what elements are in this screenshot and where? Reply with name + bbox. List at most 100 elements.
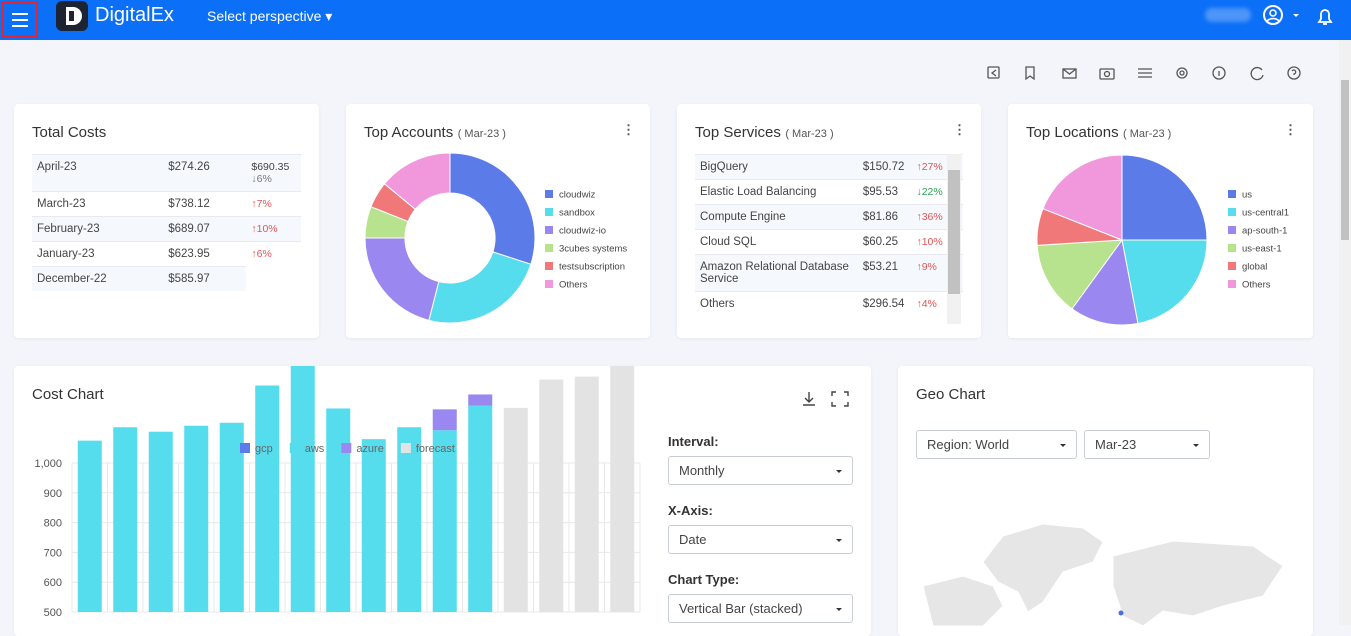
logo	[56, 1, 88, 31]
camera-icon[interactable]	[1099, 68, 1115, 80]
more-menu[interactable]: ⋮	[1284, 122, 1297, 137]
cell-text: Compute Engine	[700, 211, 786, 223]
legend-label: Others	[1242, 280, 1271, 291]
control-value: Monthly	[679, 463, 725, 478]
cell-text: ↑6%	[251, 248, 272, 260]
bar	[255, 385, 280, 612]
control-select[interactable]: Monthly	[668, 456, 853, 485]
cell-text: $60.25	[862, 236, 899, 248]
top-bar: DigitalEx Select perspective ▾	[0, 0, 1351, 40]
top-accounts-card: Top Accounts ( Mar-23 ) ⋮ cloudwiz sandbo…	[346, 104, 650, 338]
pie-slice	[1121, 239, 1208, 325]
table-cell: March-23	[32, 191, 164, 217]
chart-actions	[803, 391, 849, 407]
accounts-chart: cloudwiz sandbox cloudwiz-io 3cubes systems…	[364, 152, 627, 324]
control-select[interactable]: Date	[668, 525, 853, 554]
bell-icon[interactable]	[1317, 9, 1333, 25]
card-title: Top Locations	[1026, 124, 1119, 141]
table-cell: Compute Engine	[695, 204, 858, 230]
card-header: Top Accounts ( Mar-23 )	[364, 124, 506, 142]
table-cell: April-23	[32, 154, 164, 192]
table-cell: $150.72	[857, 154, 912, 180]
bar	[361, 439, 386, 612]
info-icon[interactable]	[1212, 66, 1226, 80]
month-value: Mar-23	[1095, 437, 1137, 452]
pie-slice	[1071, 238, 1139, 326]
table-cell: Others	[695, 291, 858, 316]
help-icon[interactable]	[1287, 66, 1301, 80]
legend-swatch	[545, 226, 553, 234]
top-services-table: BigQuery $150.72 ↑27% Elastic Load Balancin…	[695, 154, 963, 316]
menu-button[interactable]	[2, 2, 38, 38]
cell-text: ↑4%	[916, 298, 937, 310]
bar	[113, 427, 138, 612]
bar	[77, 440, 102, 612]
cell-text: ↑10%	[251, 223, 278, 235]
cell-text: ↑9%	[916, 261, 937, 273]
bar	[432, 430, 457, 612]
bar	[574, 376, 599, 612]
filter-icon[interactable]	[1138, 68, 1152, 78]
legend-swatch	[1228, 244, 1236, 252]
region-select[interactable]: Region: World	[916, 430, 1077, 459]
fullscreen-icon[interactable]	[831, 391, 849, 407]
share-icon[interactable]	[987, 66, 1000, 79]
cell-text: ↓22%	[916, 186, 943, 198]
bar	[468, 394, 493, 406]
legend-label: forecast	[416, 443, 455, 455]
cell-text: $53.21	[862, 261, 899, 273]
table-cell: BigQuery	[695, 154, 858, 180]
cell-text: $274.26	[168, 161, 210, 173]
cell-text: Others	[700, 298, 735, 310]
cell-text: $585.97	[168, 273, 210, 285]
legend-label: us-central1	[1242, 208, 1289, 219]
y-tick-label: 900	[44, 488, 62, 500]
table-cell: $690.35 ↓6%	[246, 154, 301, 192]
bar	[432, 409, 457, 431]
user-icon[interactable]	[1263, 5, 1283, 25]
pie-slice	[449, 152, 536, 265]
cell-text: April-23	[37, 161, 77, 173]
card-title: Total Costs	[32, 124, 107, 141]
legend-swatch	[545, 262, 553, 270]
scroll-thumb[interactable]	[948, 170, 960, 294]
card-title: Cost Chart	[32, 386, 104, 403]
legend-label: ap-south-1	[1242, 226, 1287, 237]
table-cell: ↑10%	[246, 216, 301, 242]
control-select[interactable]: Vertical Bar (stacked)	[668, 594, 853, 623]
bar	[468, 405, 493, 612]
table-cell: $53.21	[857, 254, 912, 292]
more-menu[interactable]: ⋮	[953, 122, 966, 137]
more-menu[interactable]: ⋮	[622, 122, 635, 137]
refresh-icon[interactable]	[1250, 66, 1264, 81]
card-period: ( Mar-23 )	[1123, 128, 1172, 140]
table-cell: $296.54	[857, 291, 912, 316]
table-scrollbar	[947, 154, 961, 324]
download-icon[interactable]	[803, 392, 815, 406]
bookmark-icon[interactable]	[1025, 66, 1035, 81]
cell-text: January-23	[37, 248, 95, 260]
cell-text: $81.86	[862, 211, 899, 223]
legend-swatch	[545, 280, 553, 288]
cell-text: Elastic Load Balancing	[700, 186, 817, 198]
table-row: March-23 $738.12 ↑7%	[32, 191, 301, 217]
pie-slice	[1121, 154, 1208, 241]
table-cell: $60.25	[857, 229, 912, 255]
legend-label: gcp	[255, 443, 273, 455]
table-cell: ↑6%	[246, 241, 301, 267]
cell-text: $95.53	[862, 186, 899, 198]
pie-slice	[1036, 239, 1124, 310]
legend-label: azure	[356, 443, 384, 455]
scroll-thumb[interactable]	[1341, 80, 1349, 240]
settings-icon[interactable]	[1176, 67, 1188, 79]
month-select[interactable]: Mar-23	[1084, 430, 1210, 459]
legend-swatch	[341, 443, 352, 453]
table-cell: $81.86	[857, 204, 912, 230]
control-value: Date	[679, 532, 707, 547]
legend-label: us-east-1	[1242, 244, 1282, 255]
perspective-select[interactable]: Select perspective ▾	[207, 8, 333, 24]
mail-icon[interactable]	[1062, 68, 1077, 79]
control-value: Vertical Bar (stacked)	[679, 601, 803, 616]
card-title: Top Services	[695, 124, 781, 141]
